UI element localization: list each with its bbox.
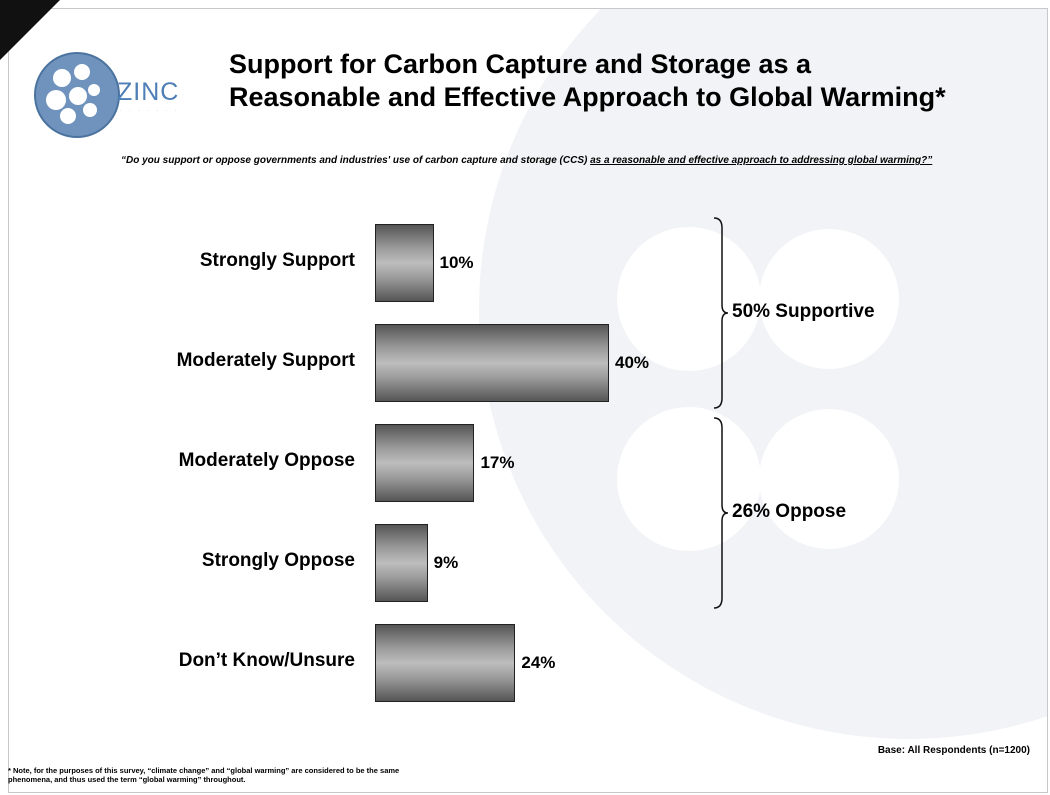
bar-don-t-know-unsure xyxy=(375,624,516,702)
category-label-don-t-know-unsure: Don’t Know/Unsure xyxy=(178,650,355,671)
slide-frame xyxy=(8,8,1048,793)
bar-strongly-support xyxy=(375,224,434,302)
category-label-strongly-support: Strongly Support xyxy=(199,250,355,271)
survey-question: “Do you support or oppose governments an… xyxy=(121,154,1016,167)
bar-strongly-oppose xyxy=(375,524,428,602)
category-label-moderately-support: Moderately Support xyxy=(176,350,355,371)
background-decoration xyxy=(479,9,1047,739)
corner-accent xyxy=(0,0,60,60)
title-line-1: Support for Carbon Capture and Storage a… xyxy=(229,49,812,79)
value-label-strongly-support: 10% xyxy=(439,253,474,272)
logo-tagline: · · · · · · · xyxy=(120,108,179,114)
bar-moderately-oppose xyxy=(375,424,475,502)
footnote: * Note, for the purposes of this survey,… xyxy=(8,766,648,784)
question-text: “Do you support or oppose governments an… xyxy=(121,155,591,166)
category-label-moderately-oppose: Moderately Oppose xyxy=(178,450,355,471)
group-label-26-oppose: 26% Oppose xyxy=(732,501,847,522)
value-label-strongly-oppose: 9% xyxy=(433,553,459,572)
category-label-strongly-oppose: Strongly Oppose xyxy=(201,550,355,571)
bar-moderately-support xyxy=(375,324,609,402)
zinc-logo-icon xyxy=(34,52,120,138)
value-label-moderately-support: 40% xyxy=(615,353,650,372)
footnote-line-2: phenomena, and thus used the term “globa… xyxy=(8,775,246,784)
base-note: Base: All Respondents (n=1200) xyxy=(877,745,1030,756)
value-label-moderately-oppose: 17% xyxy=(480,453,515,472)
logo-wordmark: ZINC xyxy=(117,78,180,106)
question-emphasis: as a reasonable and effective approach t… xyxy=(590,155,933,166)
group-label-50-supportive: 50% Supportive xyxy=(732,301,875,322)
footnote-line-1: * Note, for the purposes of this survey,… xyxy=(8,766,400,775)
brace-50-supportive xyxy=(713,217,729,409)
value-label-don-t-know-unsure: 24% xyxy=(521,653,556,672)
page-title: Support for Carbon Capture and Storage a… xyxy=(229,48,1029,114)
title-line-2: Reasonable and Effective Approach to Glo… xyxy=(229,82,946,112)
brace-26-oppose xyxy=(713,417,729,609)
